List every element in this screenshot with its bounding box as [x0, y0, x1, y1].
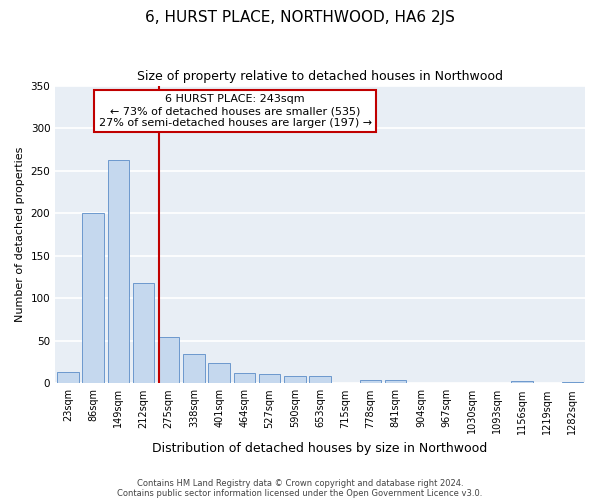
- Bar: [511, 381, 533, 384]
- Bar: [82, 213, 104, 384]
- Bar: [57, 372, 79, 384]
- Text: Contains public sector information licensed under the Open Government Licence v3: Contains public sector information licen…: [118, 488, 482, 498]
- Bar: [107, 160, 129, 384]
- Bar: [310, 376, 331, 384]
- Y-axis label: Number of detached properties: Number of detached properties: [15, 146, 25, 322]
- Text: 6 HURST PLACE: 243sqm
← 73% of detached houses are smaller (535)
27% of semi-det: 6 HURST PLACE: 243sqm ← 73% of detached …: [99, 94, 372, 128]
- Bar: [183, 354, 205, 384]
- Bar: [208, 363, 230, 384]
- Bar: [259, 374, 280, 384]
- Bar: [562, 382, 583, 384]
- Text: Contains HM Land Registry data © Crown copyright and database right 2024.: Contains HM Land Registry data © Crown c…: [137, 478, 463, 488]
- Text: 6, HURST PLACE, NORTHWOOD, HA6 2JS: 6, HURST PLACE, NORTHWOOD, HA6 2JS: [145, 10, 455, 25]
- Bar: [284, 376, 305, 384]
- Bar: [158, 338, 179, 384]
- Bar: [360, 380, 381, 384]
- Bar: [133, 283, 154, 384]
- Bar: [385, 380, 406, 384]
- Bar: [233, 373, 255, 384]
- Title: Size of property relative to detached houses in Northwood: Size of property relative to detached ho…: [137, 70, 503, 83]
- X-axis label: Distribution of detached houses by size in Northwood: Distribution of detached houses by size …: [152, 442, 488, 455]
